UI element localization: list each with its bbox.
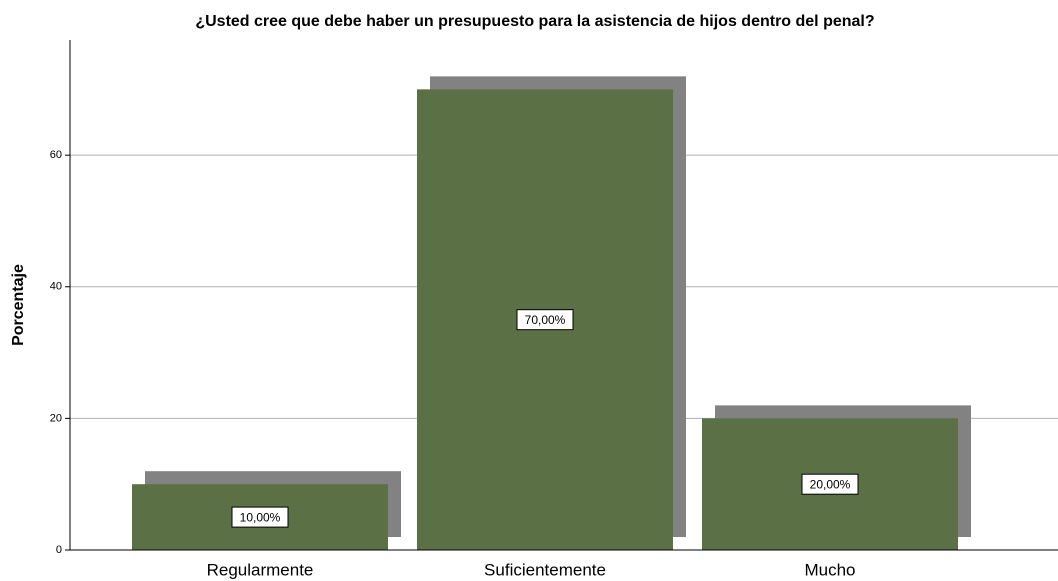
x-tick-label: Mucho: [804, 560, 855, 579]
y-tick-label: 0: [56, 544, 62, 556]
x-tick-label: Regularmente: [207, 560, 314, 579]
value-label-box: [516, 309, 574, 331]
value-label-box: [801, 473, 859, 495]
x-tick-label: Suficientemente: [484, 560, 606, 579]
y-tick-label: 60: [50, 149, 62, 161]
y-tick-label: 40: [50, 281, 62, 293]
y-axis-label: Porcentaje: [10, 264, 27, 346]
value-label: 70,00%: [525, 313, 566, 327]
value-label: 20,00%: [810, 477, 851, 491]
y-tick-label: 20: [50, 412, 62, 424]
value-label: 10,00%: [240, 510, 281, 524]
value-label-box: [231, 506, 289, 528]
chart-title: ¿Usted cree que debe haber un presupuest…: [195, 13, 874, 30]
